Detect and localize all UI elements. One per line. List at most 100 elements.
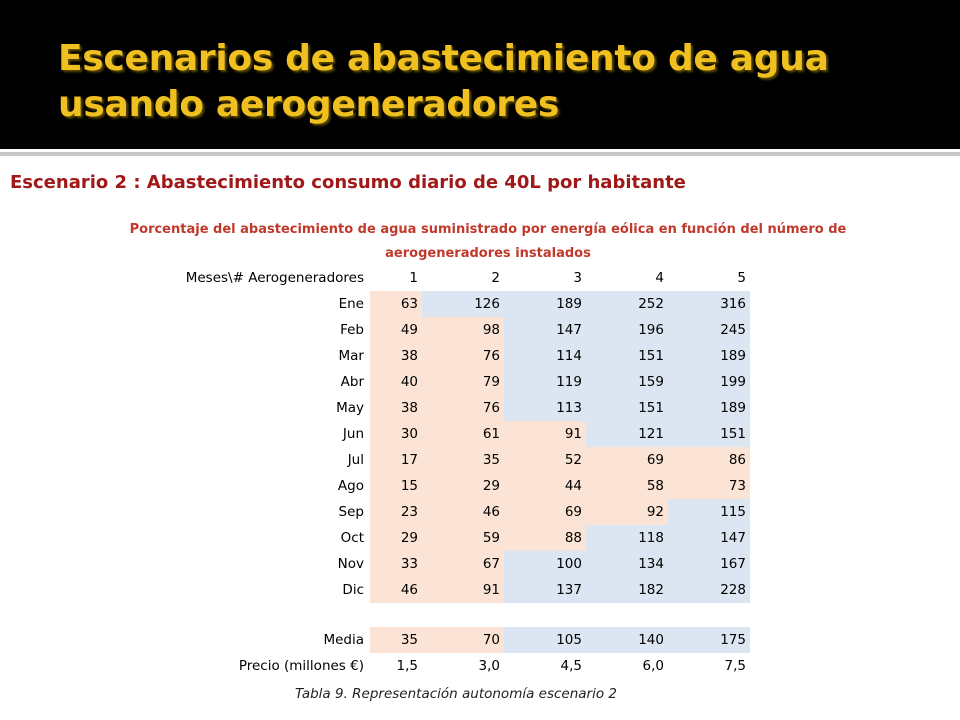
table-cell: 189 bbox=[668, 343, 750, 369]
table-cell: 121 bbox=[586, 421, 668, 447]
table-cell: 316 bbox=[668, 291, 750, 317]
row-label: May bbox=[336, 400, 364, 416]
slide-title: Escenarios de abastecimiento de agua usa… bbox=[58, 38, 829, 125]
table-row: Dic 46 91 137 182 228 bbox=[140, 577, 750, 603]
table-cell: 245 bbox=[668, 317, 750, 343]
table-row: Jun 30 61 91 121 151 bbox=[140, 421, 750, 447]
row-label: Sep bbox=[338, 504, 364, 520]
table-cell: 126 bbox=[422, 291, 504, 317]
table-row: Sep 23 46 69 92 115 bbox=[140, 499, 750, 525]
table-cell: 134 bbox=[586, 551, 668, 577]
autonomy-table: Meses\# Aerogeneradores 1 2 3 4 5 Ene 63 1… bbox=[140, 265, 750, 679]
table-footer-caption: Tabla 9. Representación autonomía escena… bbox=[294, 686, 617, 702]
table-row: Nov 33 67 100 134 167 bbox=[140, 551, 750, 577]
table-cell: 76 bbox=[422, 343, 504, 369]
table-cell: 6,0 bbox=[642, 658, 664, 674]
table-cell: 35 bbox=[370, 627, 422, 653]
table-cell: 35 bbox=[422, 447, 504, 473]
table-row: Mar 38 76 114 151 189 bbox=[140, 343, 750, 369]
table-cell: 4,5 bbox=[560, 658, 582, 674]
table-cell: 7,5 bbox=[724, 658, 746, 674]
row-label: Precio (millones €) bbox=[238, 658, 364, 674]
table-cell: 86 bbox=[668, 447, 750, 473]
table-cell: 114 bbox=[504, 343, 586, 369]
table-cell: 38 bbox=[370, 395, 422, 421]
spacer-row bbox=[140, 603, 750, 627]
row-label: Dic bbox=[342, 582, 364, 598]
table-cell: 69 bbox=[504, 499, 586, 525]
table-cell: 46 bbox=[370, 577, 422, 603]
table-cell: 91 bbox=[504, 421, 586, 447]
row-label: Jun bbox=[342, 426, 364, 442]
column-header: 1 bbox=[409, 270, 418, 286]
row-label: Mar bbox=[338, 348, 364, 364]
table-cell: 159 bbox=[586, 369, 668, 395]
column-header: 5 bbox=[737, 270, 746, 286]
media-row: Media 35 70 105 140 175 bbox=[140, 627, 750, 653]
table-cell: 199 bbox=[668, 369, 750, 395]
table-cell: 38 bbox=[370, 343, 422, 369]
table-cell: 70 bbox=[422, 627, 504, 653]
table-row: Ago 15 29 44 58 73 bbox=[140, 473, 750, 499]
table-cell: 118 bbox=[586, 525, 668, 551]
table-row: Jul 17 35 52 69 86 bbox=[140, 447, 750, 473]
row-label: Jul bbox=[347, 452, 364, 468]
table-cell: 61 bbox=[422, 421, 504, 447]
table-row: Oct 29 59 88 118 147 bbox=[140, 525, 750, 551]
table-cell: 147 bbox=[668, 525, 750, 551]
table-cell: 151 bbox=[586, 395, 668, 421]
table-cell: 105 bbox=[504, 627, 586, 653]
column-header: 4 bbox=[655, 270, 664, 286]
table-cell: 175 bbox=[668, 627, 750, 653]
table-cell: 196 bbox=[586, 317, 668, 343]
table-cell: 92 bbox=[586, 499, 668, 525]
table-cell: 15 bbox=[370, 473, 422, 499]
table-cell: 228 bbox=[668, 577, 750, 603]
table-cell: 137 bbox=[504, 577, 586, 603]
table-cell: 23 bbox=[370, 499, 422, 525]
table-row: Ene 63 126 189 252 316 bbox=[140, 291, 750, 317]
table-cell: 49 bbox=[370, 317, 422, 343]
table-cell: 119 bbox=[504, 369, 586, 395]
table-cell: 40 bbox=[370, 369, 422, 395]
table-caption: Porcentaje del abastecimiento de agua su… bbox=[129, 222, 847, 261]
table-cell: 167 bbox=[668, 551, 750, 577]
table-cell: 151 bbox=[668, 421, 750, 447]
table-cell: 151 bbox=[586, 343, 668, 369]
table-cell: 46 bbox=[422, 499, 504, 525]
table-cell: 69 bbox=[586, 447, 668, 473]
table-cell: 76 bbox=[422, 395, 504, 421]
table-cell: 67 bbox=[422, 551, 504, 577]
corner-header: Meses\# Aerogeneradores bbox=[185, 270, 364, 286]
table-cell: 30 bbox=[370, 421, 422, 447]
divider bbox=[0, 152, 960, 156]
table-cell: 63 bbox=[370, 291, 422, 317]
table-cell: 1,5 bbox=[396, 658, 418, 674]
table-cell: 3,0 bbox=[478, 658, 500, 674]
table-cell: 140 bbox=[586, 627, 668, 653]
table-cell: 52 bbox=[504, 447, 586, 473]
row-label: Media bbox=[323, 632, 364, 648]
column-header: 2 bbox=[491, 270, 500, 286]
table-cell: 29 bbox=[422, 473, 504, 499]
table-row: May 38 76 113 151 189 bbox=[140, 395, 750, 421]
slide-subtitle: Escenario 2 : Abastecimiento consumo dia… bbox=[10, 172, 686, 193]
table-row: Feb 49 98 147 196 245 bbox=[140, 317, 750, 343]
table-cell: 189 bbox=[504, 291, 586, 317]
table-cell: 88 bbox=[504, 525, 586, 551]
table-cell: 252 bbox=[586, 291, 668, 317]
row-label: Abr bbox=[340, 374, 364, 390]
table-cell: 58 bbox=[586, 473, 668, 499]
table-cell: 182 bbox=[586, 577, 668, 603]
row-label: Feb bbox=[340, 322, 364, 338]
row-label: Ago bbox=[337, 478, 364, 494]
table-cell: 98 bbox=[422, 317, 504, 343]
table-cell: 113 bbox=[504, 395, 586, 421]
table-row: Abr 40 79 119 159 199 bbox=[140, 369, 750, 395]
precio-row: Precio (millones €) 1,5 3,0 4,5 6,0 7,5 bbox=[140, 653, 750, 679]
table-cell: 59 bbox=[422, 525, 504, 551]
table-cell: 29 bbox=[370, 525, 422, 551]
table-cell: 100 bbox=[504, 551, 586, 577]
table-cell: 44 bbox=[504, 473, 586, 499]
title-bar: Escenarios de abastecimiento de agua usa… bbox=[0, 0, 960, 149]
